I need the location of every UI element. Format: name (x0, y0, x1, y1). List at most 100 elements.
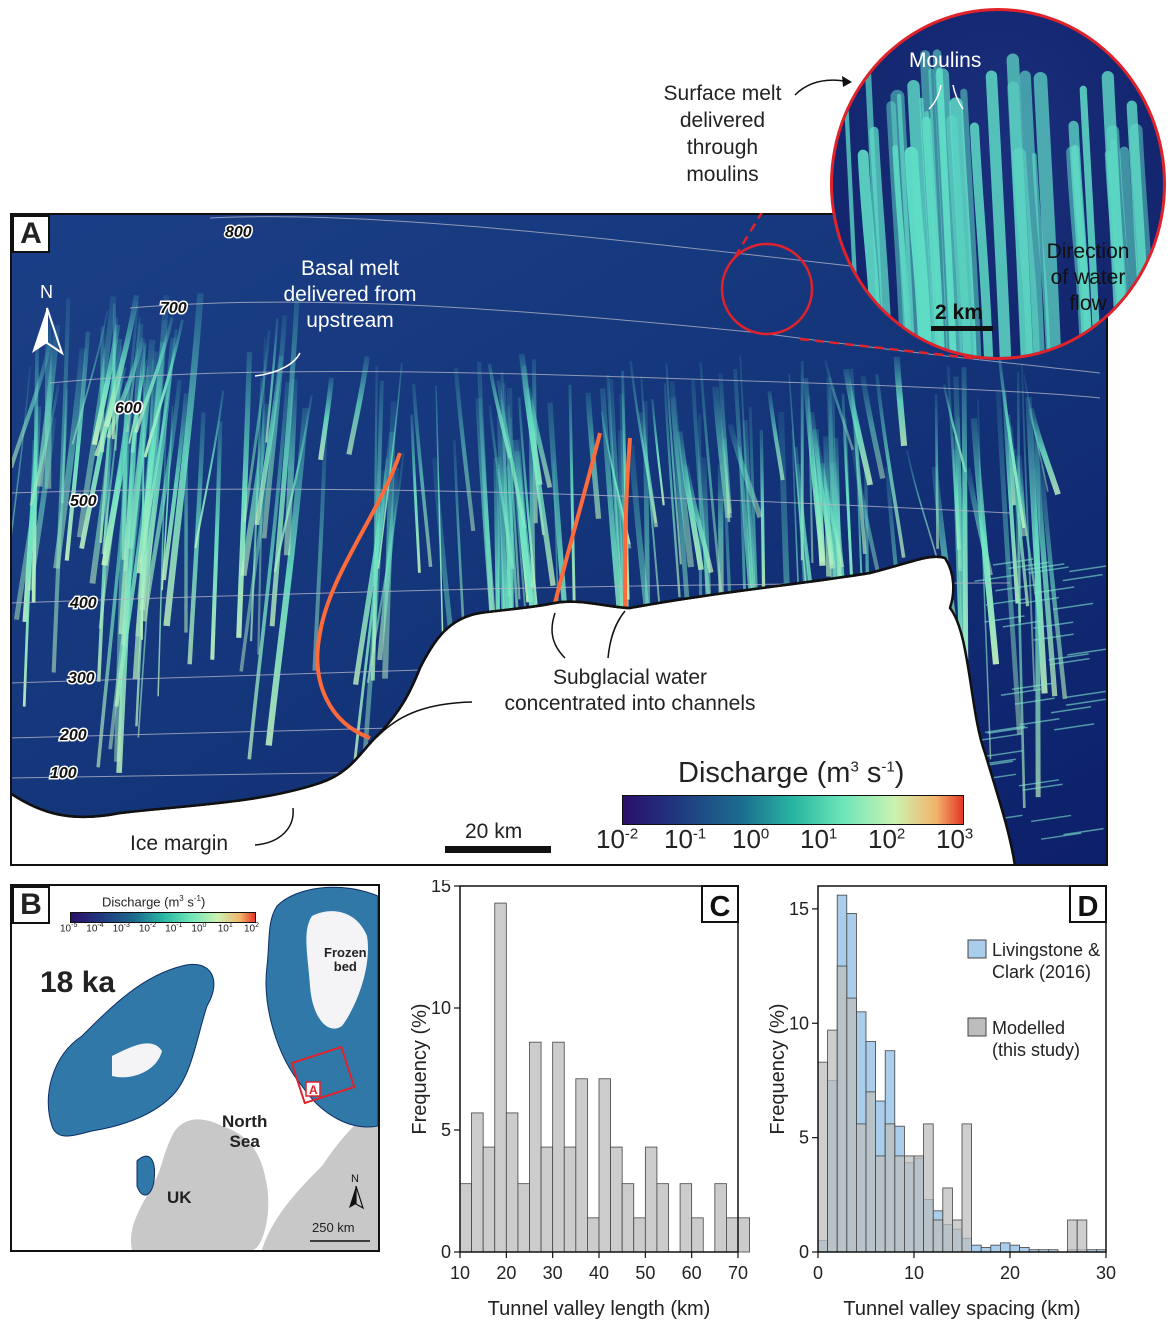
direction-line-3: flow (1069, 292, 1107, 315)
scale-bar-b-label: 250 km (312, 1220, 355, 1235)
panel-a-location-box (290, 1045, 356, 1105)
colorbar-b-tick-7: 102 (244, 922, 260, 935)
chartC-series-0-bar-3 (494, 902, 507, 1253)
colorbar-b-tick-0: 10-5 (60, 922, 78, 935)
chartC-series-0-bar-11 (587, 1217, 600, 1253)
panel-b-map: A N (47, 886, 378, 1250)
chartC-series-0-bar-1 (471, 1112, 484, 1253)
svg-text:N: N (351, 1173, 359, 1185)
north-arrow-b-icon: N (349, 1173, 365, 1210)
chartD-xtick-label-3: 30 (1096, 1263, 1116, 1283)
basal-melt-line-2: delivered from (283, 283, 417, 306)
chartC-panel-label-box (701, 885, 739, 923)
surface-melt-line-3: through (686, 136, 759, 159)
chartD-series-0-bar-16 (971, 1244, 982, 1253)
colorbar-a (622, 795, 964, 825)
colorbar-b-tick-2: 10-3 (112, 922, 130, 935)
contour-label-600: 600 (115, 400, 142, 417)
north-sea-line-2: Sea (229, 1132, 260, 1151)
channel-arrow-3 (376, 701, 473, 738)
chartD-ytick-label-0: 0 (799, 1242, 809, 1262)
moulins-arrows (928, 84, 964, 110)
contour-label-100: 100 (50, 765, 77, 782)
moulin-inset: Moulins Direction of water flow 2 km (830, 8, 1166, 360)
chartD-series-1-bar-5 (865, 1091, 876, 1253)
svg-text:N: N (40, 282, 53, 302)
chartC-ytick-label-1: 5 (441, 1120, 451, 1140)
chartD-series-0-bar-18 (990, 1244, 1001, 1253)
colorbar-a-title: Discharge (m3 s-1) (678, 757, 905, 789)
chartC-series-0-bar-6 (529, 1041, 542, 1253)
channels-annotation: Subglacial water concentrated into chann… (465, 665, 795, 717)
chartD-series-1-bar-14 (951, 1219, 963, 1253)
moulins-label: Moulins (909, 49, 982, 72)
age-label: 18 ka (40, 966, 116, 999)
chartD-series-0-bar-20 (1009, 1244, 1021, 1253)
colorbar-b-ticks: 10-5 10-4 10-3 10-2 10-1 100 101 102 (60, 922, 260, 940)
direction-line-1: Direction (1046, 240, 1130, 263)
basal-melt-arrow (254, 352, 301, 377)
colorbar-b-tick-5: 100 (191, 922, 207, 935)
chartD-series-1-bar-1 (827, 1029, 838, 1253)
chartD-legend-label-0-1: Clark (2016) (992, 962, 1091, 982)
nunatak-area (112, 1043, 162, 1078)
channel-arrow-2 (607, 610, 626, 659)
land-uk (131, 1119, 269, 1250)
panel-a-frame (10, 213, 1108, 866)
chartC-series-0-bar-14 (621, 1183, 635, 1253)
frozen-bed-area (306, 911, 368, 1029)
chartD-series-1-bar-6 (875, 1155, 886, 1253)
chartC-ytick-label-0: 0 (441, 1242, 451, 1262)
surface-melt-line-4: moulins (686, 163, 759, 186)
chartC-series-0-bar-10 (575, 1078, 588, 1253)
chartD-panel-label: D (1078, 891, 1099, 923)
land-europe (262, 1106, 378, 1250)
chartD-series-0-bar-19 (999, 1242, 1011, 1253)
chartC-ylabel: Frequency (%) (409, 1003, 431, 1134)
panel-b: A N B Discharge (m3 s-1) 10-5 10-4 10-3 10-… (10, 884, 380, 1252)
colorbar-a-tick-4: 102 (868, 824, 906, 854)
chartC-series-0-bar-9 (563, 1146, 577, 1253)
zoom-line-1 (733, 213, 764, 258)
chartD-xtick-label-0: 0 (813, 1263, 823, 1283)
basal-melt-line-3: upstream (306, 309, 394, 332)
uk-label: UK (167, 1188, 192, 1207)
box-label: A (309, 1083, 318, 1097)
colorbar-b-tick-1: 10-4 (86, 922, 104, 935)
ice-margin-line (10, 555, 946, 819)
colorbar-a-tick-2: 100 (732, 824, 770, 854)
chartD-series-1-bar-15 (961, 1123, 972, 1253)
chartC-xtick-label-1: 20 (496, 1263, 516, 1283)
surface-melt-annotation: Surface melt delivered through moulins (640, 80, 805, 188)
panel-label-b: B (12, 886, 50, 924)
chartC-ytick-label-2: 10 (431, 998, 451, 1018)
north-sea-label: North Sea (222, 1112, 267, 1152)
north-sea-line-1: North (222, 1112, 268, 1131)
chartD-series-1-bar-4 (856, 1123, 867, 1253)
chartC-series-0-bar-4 (505, 1112, 519, 1253)
chartC-series-0-bar-13 (610, 1146, 623, 1253)
chartC-series-0-bar-17 (656, 1183, 669, 1253)
histogram-c: 10 20 30 40 50 60 70 0 5 10 15 Tunnel valley length… (409, 880, 750, 1320)
histogram-d: 0 10 20 30 0 5 10 15 Tunnel valley spacing (km) F… (767, 885, 1116, 1320)
contour-label-300: 300 (68, 670, 95, 687)
contour-label-500: 500 (70, 493, 97, 510)
ice-margin-annotation: Ice margin (130, 832, 229, 855)
channel-arrow-1 (551, 612, 566, 659)
panel-label-a: A (12, 215, 50, 253)
chartD-series-1-bar-8 (894, 1155, 905, 1253)
colorbar-b-tick-4: 10-1 (165, 922, 183, 935)
contour-label-700: 700 (160, 300, 187, 317)
ice-margin-arrow (254, 807, 294, 846)
scale-bar-main-label: 20 km (465, 820, 523, 843)
chartD-ytick-label-1: 5 (799, 1128, 809, 1148)
chartC-series-0-bar-7 (540, 1146, 554, 1253)
channels-line-2: concentrated into channels (504, 692, 756, 715)
chartD-series-1-bar-9 (903, 1155, 915, 1253)
chartC-xtick-label-4: 50 (635, 1263, 655, 1283)
scale-bar-inset (931, 326, 993, 331)
chartC-xtick-label-5: 60 (682, 1263, 702, 1283)
chartC-xtick-label-6: 70 (728, 1263, 748, 1283)
frozen-bed-label: Frozen bed (324, 946, 367, 974)
colorbar-b-tick-6: 101 (217, 922, 233, 935)
